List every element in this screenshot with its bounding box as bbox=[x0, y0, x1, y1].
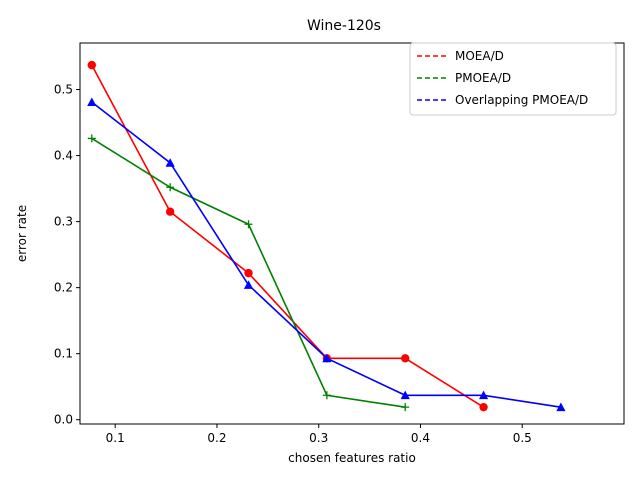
data-point bbox=[87, 97, 97, 107]
y-tick-label: 0.5 bbox=[54, 83, 73, 97]
y-axis-title: error rate bbox=[15, 205, 29, 262]
data-point bbox=[322, 353, 332, 363]
data-point bbox=[479, 402, 488, 412]
x-tick-label: 0.5 bbox=[513, 431, 532, 445]
series-0 bbox=[87, 60, 488, 412]
data-point bbox=[400, 390, 410, 400]
data-point bbox=[401, 354, 410, 363]
y-axis: 0.0 0.1 0.2 0.3 0.4 0.5 bbox=[54, 83, 80, 427]
x-tick-label: 0.1 bbox=[106, 431, 125, 445]
y-tick-label: 0.1 bbox=[54, 347, 73, 361]
legend-label: Overlapping PMOEA/D bbox=[455, 93, 588, 107]
data-point bbox=[401, 403, 410, 412]
data-point bbox=[87, 134, 96, 143]
legend-box bbox=[409, 42, 617, 116]
series-1 bbox=[87, 134, 410, 412]
x-axis: 0.1 0.2 0.3 0.4 0.5 bbox=[106, 424, 532, 445]
y-tick-label: 0.0 bbox=[54, 413, 73, 427]
series-2 bbox=[87, 97, 566, 412]
data-point bbox=[478, 390, 489, 400]
y-tick-label: 0.4 bbox=[54, 149, 73, 163]
legend: MOEA/D PMOEA/D Overlapping PMOEA/D bbox=[409, 42, 617, 116]
data-point bbox=[166, 183, 175, 192]
data-point bbox=[87, 60, 97, 70]
data-point bbox=[556, 402, 566, 412]
legend-label: MOEA/D bbox=[455, 49, 504, 63]
data-point bbox=[243, 280, 254, 289]
x-tick-label: 0.3 bbox=[309, 431, 328, 445]
y-tick-label: 0.3 bbox=[54, 215, 73, 229]
data-point bbox=[244, 220, 253, 229]
x-axis-title: chosen features ratio bbox=[288, 451, 416, 465]
data-point bbox=[165, 207, 175, 216]
y-tick-label: 0.2 bbox=[54, 281, 73, 295]
data-point bbox=[322, 391, 331, 400]
x-tick-label: 0.4 bbox=[411, 431, 430, 445]
legend-label: PMOEA/D bbox=[455, 71, 511, 85]
data-point bbox=[165, 158, 175, 167]
data-point bbox=[244, 268, 253, 278]
x-tick-label: 0.2 bbox=[207, 431, 226, 445]
plot-area-frame bbox=[79, 42, 625, 425]
chart-title: Wine-120s bbox=[307, 18, 381, 34]
series-line bbox=[91, 64, 484, 408]
